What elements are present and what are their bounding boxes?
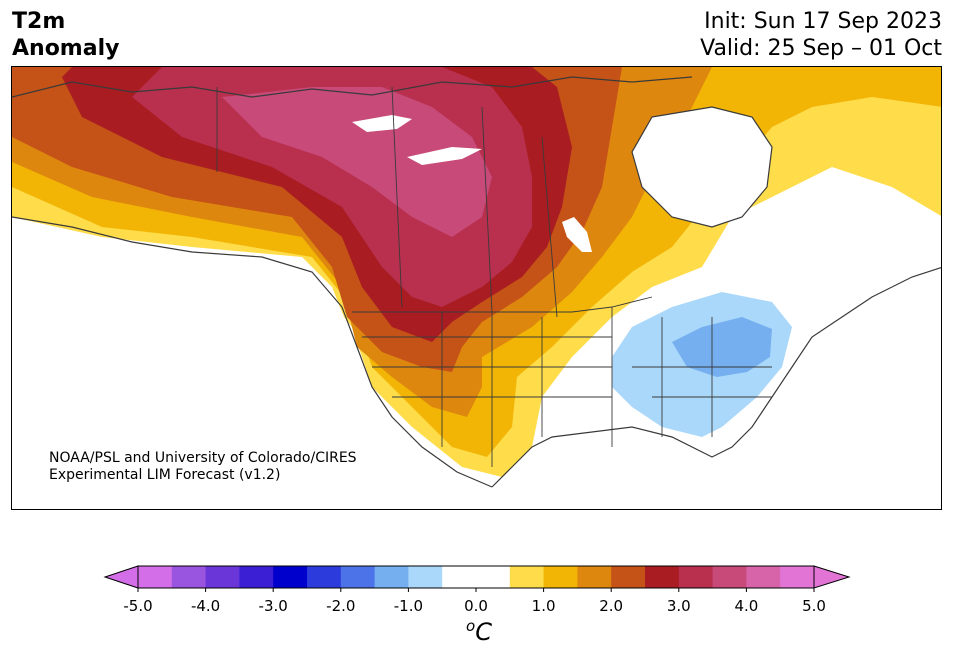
anomaly-cool-10 — [672, 317, 772, 377]
colorbar-tick-label: 5.0 — [802, 597, 826, 615]
colorbar-bin — [509, 566, 545, 588]
colorbar-bin — [577, 566, 612, 588]
colorbar-under-arrow — [103, 565, 139, 589]
colorbar-bin — [442, 566, 477, 588]
colorbar-tick-label: 1.0 — [531, 597, 556, 615]
credit-line-2: Experimental LIM Forecast (v1.2) — [49, 467, 281, 483]
anomaly-band-35 — [222, 87, 492, 237]
colorbar-bin — [138, 566, 173, 588]
title-variable: T2m — [12, 9, 66, 34]
valid-range: Valid: 25 Sep – 01 Oct — [700, 36, 942, 61]
colorbar-tick-label: -2.0 — [326, 597, 356, 615]
colorbar-bin — [543, 566, 578, 588]
colorbar-tick-label: 3.0 — [666, 597, 691, 615]
colorbar-bin — [678, 566, 714, 588]
lake-winnipeg — [562, 217, 592, 252]
colorbar-tick-label: 4.0 — [734, 597, 759, 615]
colorbar-over-arrow — [813, 565, 851, 589]
north-atlantic — [772, 227, 941, 509]
colorbar-tick-label: 0.0 — [464, 597, 488, 615]
colorbar-bin — [408, 566, 443, 588]
great-bear-lake — [407, 147, 482, 165]
colorbar-bin — [712, 566, 747, 588]
unit-symbol: C — [475, 618, 492, 646]
colorbar-bin — [645, 566, 680, 588]
colorbar-bin — [307, 566, 342, 588]
colorbar-bin — [746, 566, 781, 588]
forecast-dates: Init: Sun 17 Sep 2023 Valid: 25 Sep – 01… — [700, 8, 942, 62]
colorbar-bin — [340, 566, 376, 588]
title-type: Anomaly — [12, 36, 120, 61]
colorbar-bin — [239, 566, 274, 588]
political-borders — [216, 86, 772, 467]
colorbar-tick-label: -3.0 — [258, 597, 288, 615]
gulf-of-mexico — [542, 427, 712, 509]
colorbar-bin — [611, 566, 646, 588]
colorbar-bin — [476, 566, 511, 588]
colorbar-bin — [171, 566, 207, 588]
map-title: T2m Anomaly — [12, 8, 119, 62]
great-slave-lake — [352, 115, 412, 132]
pacific-ocean — [12, 217, 490, 509]
colorbar-unit-label: oC — [459, 617, 499, 646]
colorbar-bin — [205, 566, 240, 588]
colorbar-ticks — [137, 588, 815, 592]
init-date: Init: Sun 17 Sep 2023 — [704, 9, 942, 34]
credit-line-1: NOAA/PSL and University of Colorado/CIRE… — [49, 450, 357, 466]
hudson-bay — [632, 107, 772, 227]
colorbar-bin — [273, 566, 308, 588]
anomaly-map — [11, 66, 942, 510]
colorbar-bins — [138, 566, 815, 588]
map-canvas — [12, 67, 941, 509]
credit-text: NOAA/PSL and University of Colorado/CIRE… — [49, 450, 357, 484]
unit-degree: o — [466, 617, 476, 635]
colorbar-tick-label: -1.0 — [393, 597, 424, 615]
colorbar-tick-label: -5.0 — [123, 597, 153, 615]
coastlines — [12, 76, 941, 488]
colorbar-tick-label: -4.0 — [190, 597, 221, 615]
colorbar-bin — [780, 566, 815, 588]
colorbar-tick-label: 2.0 — [599, 597, 624, 615]
colorbar-bin — [374, 566, 409, 588]
